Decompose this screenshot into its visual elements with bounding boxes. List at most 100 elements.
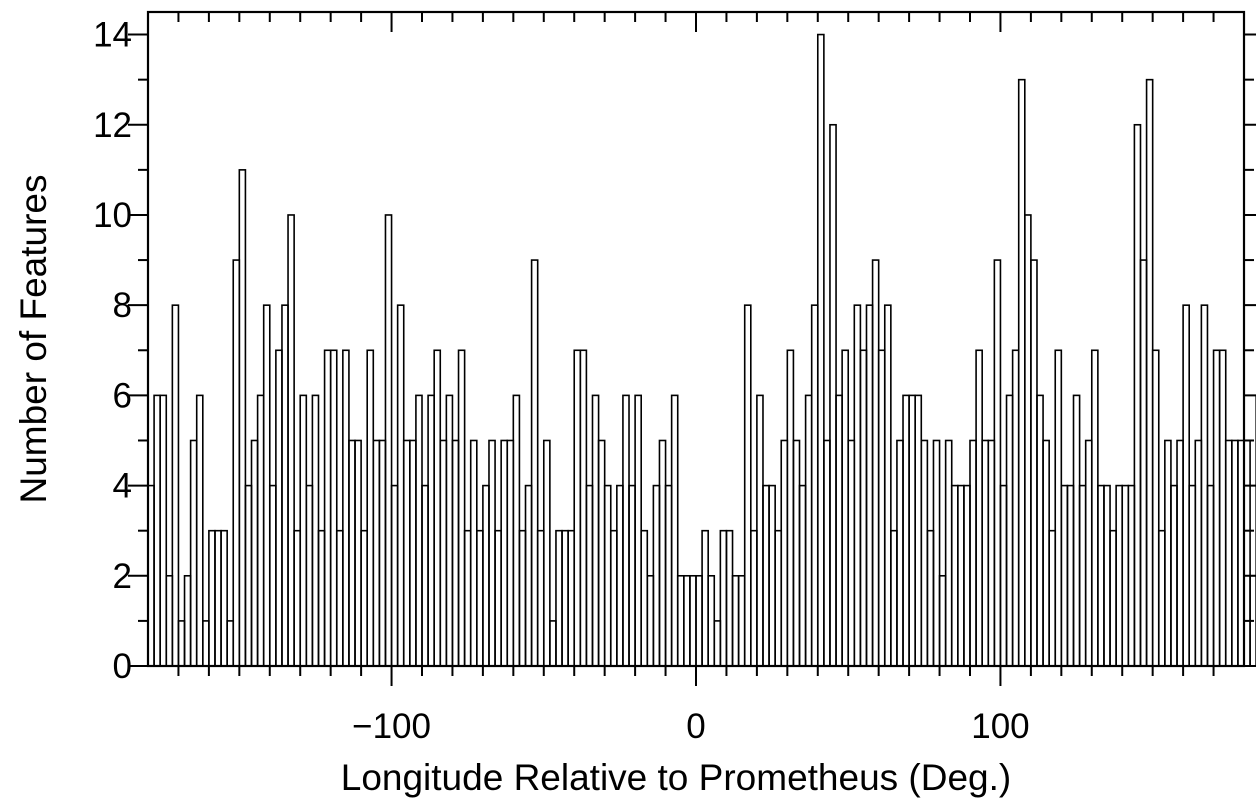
histogram-bar: [238, 169, 247, 667]
histogram-bar: [275, 349, 283, 667]
histogram-bar: [1084, 439, 1093, 667]
histogram-bar: [549, 620, 557, 667]
histogram-bar: [451, 439, 460, 667]
histogram-bar: [506, 439, 515, 667]
histogram-bar: [421, 484, 429, 667]
histogram-bar: [317, 529, 326, 667]
x-tick-label: −100: [352, 707, 431, 746]
histogram-bar: [908, 394, 916, 667]
histogram-bar: [944, 439, 953, 667]
histogram-bar: [683, 574, 691, 667]
histogram-bar: [646, 574, 655, 667]
histogram-bar: [914, 394, 923, 667]
histogram-bar: [1218, 349, 1227, 667]
histogram-bar: [1048, 529, 1057, 667]
histogram-bar: [1121, 484, 1130, 667]
histogram-bar: [762, 484, 770, 667]
histogram-bar: [1212, 349, 1221, 667]
histogram-bar: [208, 529, 216, 667]
histogram-bar: [823, 439, 831, 667]
histogram-bar: [1182, 304, 1190, 667]
histogram-bar: [847, 439, 856, 667]
histogram-bar: [780, 439, 789, 667]
histogram-bar: [1060, 484, 1069, 667]
histogram-bar: [1231, 439, 1239, 667]
histogram-bar: [1188, 484, 1197, 667]
histogram-bar: [524, 484, 533, 667]
histogram-bar: [597, 439, 606, 667]
histogram-bar: [262, 304, 271, 667]
histogram-bar: [640, 529, 649, 667]
histogram-bar: [475, 529, 484, 667]
histogram-bar: [920, 439, 929, 667]
histogram-bar: [792, 439, 801, 667]
histogram-bar: [530, 259, 539, 667]
histogram-bar: [323, 349, 332, 667]
histogram-bar: [396, 304, 405, 667]
histogram-bar: [463, 529, 472, 667]
histogram-bar: [183, 574, 192, 667]
histogram-bar: [1017, 78, 1026, 667]
histogram-bar: [609, 529, 618, 667]
histogram-bar: [457, 349, 466, 667]
histogram-bar: [561, 529, 569, 667]
histogram-bar: [402, 439, 411, 667]
histogram-bar: [719, 529, 728, 667]
histogram-bar: [348, 439, 356, 667]
histogram-bar: [768, 484, 776, 667]
histogram-bar: [415, 394, 423, 667]
histogram-bar: [518, 529, 527, 667]
histogram-bar: [384, 214, 393, 667]
histogram-bar: [774, 529, 783, 667]
histogram-bar: [622, 394, 630, 667]
histogram-bar: [786, 349, 795, 667]
histogram-bar: [469, 439, 478, 667]
histogram-bar: [835, 394, 843, 667]
histogram-bar: [512, 394, 521, 667]
histogram-bar: [268, 484, 277, 667]
histogram-bar: [299, 394, 308, 667]
histogram-bar: [658, 439, 667, 667]
histogram-bar: [969, 439, 977, 667]
histogram-bars: [147, 33, 1256, 667]
histogram-bar: [335, 529, 344, 667]
histogram-bar: [926, 529, 935, 667]
y-tick-label: 14: [93, 16, 132, 55]
histogram-bar: [202, 620, 210, 667]
histogram-bar: [890, 529, 898, 667]
histogram-bar: [689, 574, 697, 667]
histogram-bar: [445, 394, 454, 667]
histogram-bar: [883, 304, 892, 667]
histogram-bar: [1151, 349, 1160, 667]
histogram-bar: [701, 529, 709, 667]
histogram-bar: [749, 529, 758, 667]
y-tick-label: 6: [113, 376, 132, 415]
histogram-bar: [737, 574, 746, 667]
histogram-bar: [725, 529, 734, 667]
histogram-bar: [1109, 529, 1117, 667]
histogram-bar: [1011, 349, 1020, 667]
histogram-bar: [756, 394, 764, 667]
histogram-bar: [841, 349, 850, 667]
histogram-bar: [1066, 484, 1075, 667]
histogram-bar: [494, 529, 502, 667]
histogram-bar: [585, 484, 594, 667]
histogram-bar: [500, 439, 509, 667]
histogram-bar: [1224, 439, 1233, 667]
histogram-bar: [555, 529, 563, 667]
x-tick-label: 100: [971, 707, 1029, 746]
histogram-bar: [1024, 214, 1032, 667]
histogram-bar: [1176, 439, 1184, 667]
y-axis-label: Number of Features: [13, 174, 54, 503]
histogram-bar: [859, 349, 868, 667]
histogram-bar: [1139, 259, 1148, 667]
histogram-bar: [433, 349, 442, 667]
histogram-bar: [220, 529, 228, 667]
histogram-bar: [1005, 394, 1014, 667]
histogram-bar: [1078, 484, 1087, 667]
histogram-bar: [798, 484, 807, 667]
histogram-bar: [311, 394, 320, 667]
histogram-bar: [536, 529, 545, 667]
histogram-bar: [567, 529, 576, 667]
histogram-bar: [993, 259, 1002, 667]
